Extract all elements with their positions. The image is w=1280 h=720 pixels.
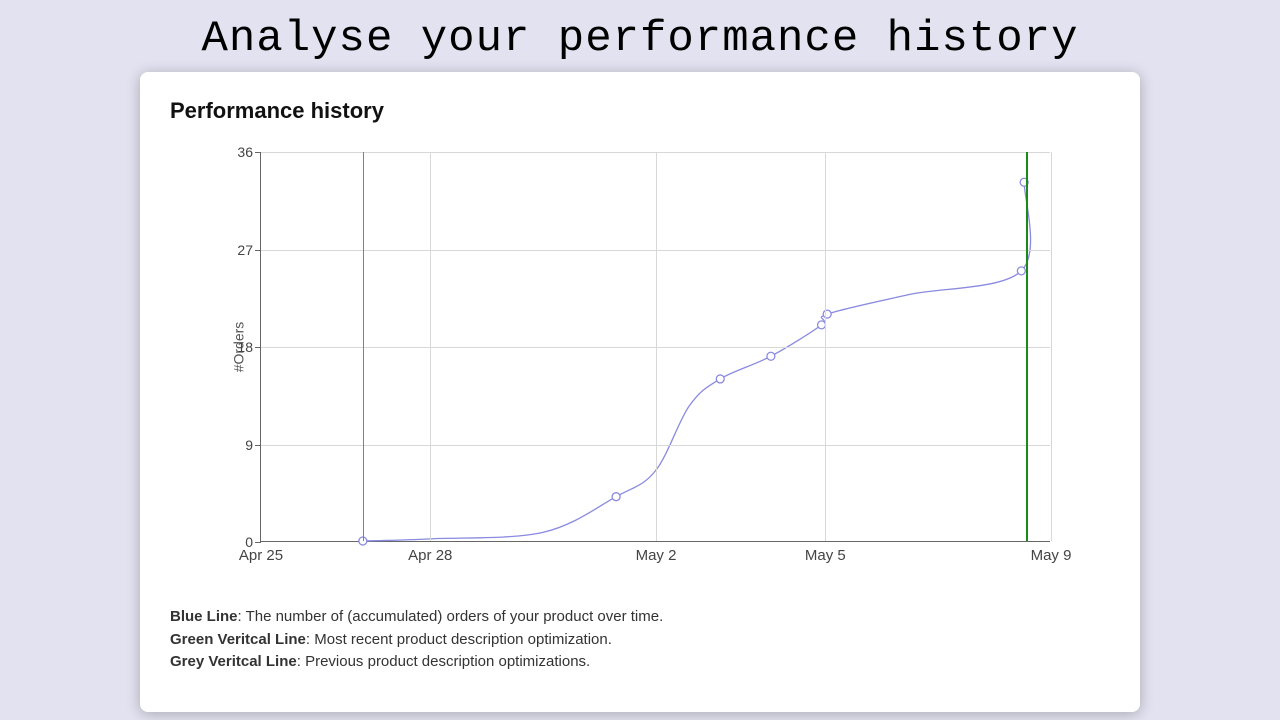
gridline-v — [430, 152, 431, 541]
legend-item: Green Veritcal Line: Most recent product… — [170, 629, 1110, 652]
x-tick-label: Apr 25 — [239, 547, 283, 564]
x-tick-label: Apr 28 — [408, 547, 452, 564]
plot-area: #Orders 09182736Apr 25Apr 28May 2May 5Ma… — [260, 152, 1050, 542]
data-point — [1017, 267, 1025, 275]
orders-line — [363, 182, 1031, 541]
legend-item: Blue Line: The number of (accumulated) o… — [170, 606, 1110, 629]
legend-text: : The number of (accumulated) orders of … — [238, 608, 664, 625]
card-title: Performance history — [170, 98, 1110, 124]
data-point — [767, 352, 775, 360]
y-tick-label: 9 — [245, 437, 253, 453]
green-vertical-line — [1026, 152, 1028, 541]
legend: Blue Line: The number of (accumulated) o… — [170, 606, 1110, 674]
chart: #Orders 09182736Apr 25Apr 28May 2May 5Ma… — [200, 142, 1070, 562]
gridline-v — [656, 152, 657, 541]
data-point — [716, 375, 724, 383]
gridline-v — [825, 152, 826, 541]
performance-card: Performance history #Orders 09182736Apr … — [140, 72, 1140, 712]
page-title: Analyse your performance history — [0, 0, 1280, 64]
x-tick-label: May 5 — [805, 547, 846, 564]
legend-label: Green Veritcal Line — [170, 631, 306, 648]
legend-text: : Most recent product description optimi… — [306, 631, 612, 648]
x-tick-label: May 9 — [1031, 547, 1072, 564]
legend-label: Blue Line — [170, 608, 238, 625]
legend-text: : Previous product description optimizat… — [297, 653, 590, 670]
data-point — [612, 493, 620, 501]
gridline-v — [1051, 152, 1052, 541]
x-tick-label: May 2 — [636, 547, 677, 564]
grey-vertical-line — [363, 152, 364, 541]
legend-item: Grey Veritcal Line: Previous product des… — [170, 651, 1110, 674]
y-tick-label: 27 — [237, 242, 253, 258]
y-tick-label: 18 — [237, 339, 253, 355]
y-tick-label: 36 — [237, 144, 253, 160]
legend-label: Grey Veritcal Line — [170, 653, 297, 670]
